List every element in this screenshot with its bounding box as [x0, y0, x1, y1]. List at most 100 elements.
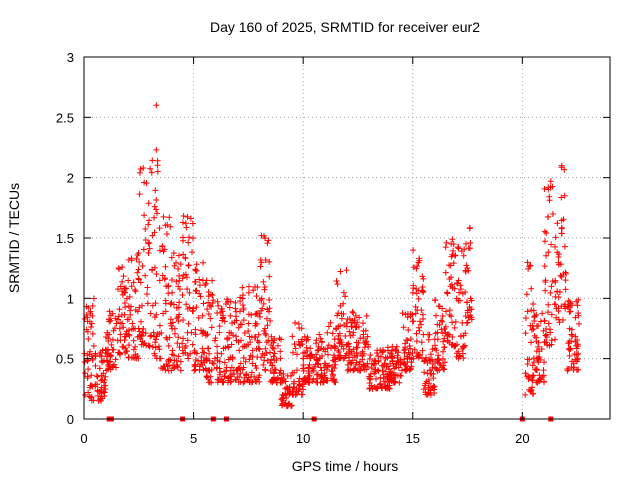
data-point: [528, 307, 535, 314]
data-point: [257, 257, 264, 264]
data-point: [119, 278, 126, 285]
data-point: [350, 309, 357, 316]
data-point: [299, 336, 306, 343]
data-point: [466, 303, 473, 310]
data-point: [439, 330, 446, 337]
data-point: [246, 356, 253, 363]
data-point: [123, 348, 130, 355]
data-point: [346, 357, 353, 364]
data-point: [390, 375, 397, 382]
data-point: [270, 353, 277, 360]
data-point: [545, 186, 552, 193]
data-point: [139, 333, 146, 340]
data-point: [455, 348, 462, 355]
data-point: [169, 347, 176, 354]
data-point: [177, 261, 184, 268]
data-point: [126, 332, 133, 339]
data-point: [132, 343, 139, 350]
data-point: [152, 336, 159, 343]
data-point: [336, 355, 343, 362]
data-point: [203, 277, 210, 284]
data-point: [209, 299, 216, 306]
data-point: [149, 266, 156, 273]
data-point: [132, 325, 139, 332]
data-point: [382, 378, 389, 385]
data-point: [130, 346, 137, 353]
data-point: [562, 286, 569, 293]
data-point: [113, 320, 120, 327]
data-point: [465, 245, 472, 252]
data-point: [464, 309, 471, 316]
data-point: [391, 372, 398, 379]
data-point: [366, 355, 373, 362]
data-point: [233, 317, 240, 324]
data-point: [154, 331, 161, 338]
data-point: [442, 269, 449, 276]
data-point: [176, 299, 183, 306]
data-point: [274, 342, 281, 349]
data-point: [524, 259, 531, 266]
data-point: [125, 256, 132, 263]
data-point: [392, 345, 399, 352]
data-point: [204, 306, 211, 313]
data-point: [236, 347, 243, 354]
data-point: [410, 247, 417, 254]
data-point: [531, 317, 538, 324]
x-tick-label: 10: [296, 431, 310, 446]
data-point: [232, 313, 239, 320]
data-point: [193, 350, 200, 357]
data-point: [558, 225, 565, 232]
data-point: [186, 304, 193, 311]
data-point: [412, 310, 419, 317]
data-point: [202, 332, 209, 339]
data-point: [261, 357, 268, 364]
data-point: [216, 365, 223, 372]
data-point: [187, 215, 194, 222]
data-point: [439, 318, 446, 325]
data-point: [90, 295, 97, 302]
data-point: [256, 372, 263, 379]
data-point: [94, 373, 101, 380]
data-point: [541, 185, 548, 192]
data-point: [190, 235, 197, 242]
data-point: [547, 289, 554, 296]
data-point: [307, 355, 314, 362]
data-point: [296, 341, 303, 348]
data-point: [410, 355, 417, 362]
data-point: [237, 298, 244, 305]
data-point: [415, 295, 422, 302]
data-point: [179, 219, 186, 226]
data-point: [199, 345, 206, 352]
data-point: [224, 336, 231, 343]
data-point: [266, 305, 273, 312]
data-point: [389, 358, 396, 365]
data-point: [348, 323, 355, 330]
data-point: [191, 279, 198, 286]
data-point: [207, 315, 214, 322]
data-point: [317, 335, 324, 342]
data-point: [413, 265, 420, 272]
data-point: [296, 375, 303, 382]
data-point: [96, 365, 103, 372]
data-point: [338, 315, 345, 322]
data-point: [102, 333, 109, 340]
data-point: [245, 289, 252, 296]
data-point: [97, 377, 104, 384]
data-point: [114, 316, 121, 323]
data-point: [258, 354, 265, 361]
data-point: [149, 302, 156, 309]
data-point: [440, 338, 447, 345]
data-point: [355, 339, 362, 346]
data-point: [128, 255, 135, 262]
data-point: [400, 347, 407, 354]
data-point: [125, 331, 132, 338]
data-point: [295, 378, 302, 385]
data-point: [418, 321, 425, 328]
data-point: [111, 361, 118, 368]
data-point: [300, 355, 307, 362]
data-point: [372, 368, 379, 375]
data-point: [117, 283, 124, 290]
data-point: [531, 312, 538, 319]
data-point: [162, 263, 169, 270]
data-point: [353, 344, 360, 351]
